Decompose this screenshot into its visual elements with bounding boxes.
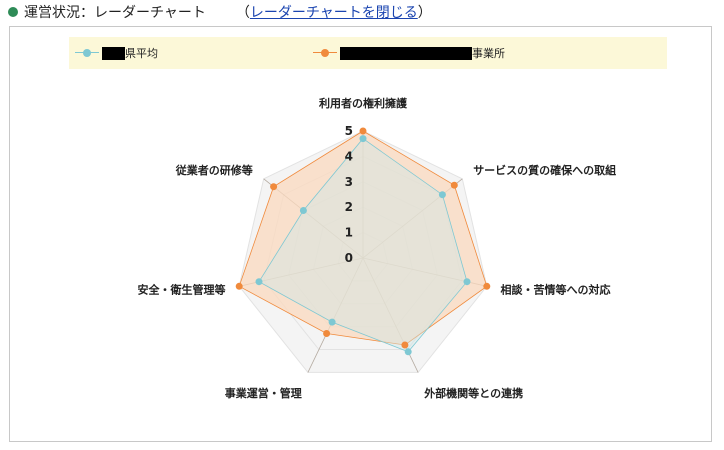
legend-label-pref: 県平均 — [125, 47, 158, 60]
series-area-office — [238, 130, 488, 346]
close-paren-close: ） — [417, 5, 432, 21]
point-office-1 — [450, 181, 458, 189]
point-pref-average-6 — [299, 207, 307, 214]
axis-label-4: 事業運営・管理 — [225, 386, 302, 400]
bullet-icon — [8, 7, 18, 17]
point-office-0 — [359, 127, 367, 135]
point-pref-average-2 — [463, 278, 471, 286]
close-paren-open: （ — [235, 5, 250, 21]
point-office-2 — [483, 282, 491, 290]
axis-label-5: 安全・衛生管理等 — [138, 282, 226, 296]
point-office-6 — [270, 183, 278, 191]
axis-label-3: 外部機関等との連携 — [423, 386, 523, 400]
series-area-pref-average — [258, 138, 468, 353]
tick-label-2: 2 — [345, 200, 353, 214]
legend-marker-office — [313, 48, 337, 58]
tick-label-1: 1 — [345, 226, 353, 240]
legend-marker-pref — [75, 48, 99, 58]
radar-chart-panel: 0 1 2 3 4 5 利用者の権利擁護サービスの質の確保への取組相談・苦情等への対応外部機… — [9, 26, 712, 442]
section-title: 運営状況：レーダーチャート — [24, 5, 206, 21]
point-office-3 — [401, 341, 409, 349]
point-pref-average-1 — [438, 191, 446, 199]
legend-item-pref-average[interactable]: 県平均 — [75, 37, 158, 69]
point-pref-average-4 — [328, 318, 336, 326]
legend-label-office: 事業所 — [472, 47, 505, 60]
axis-label-1: サービスの質の確保への取組 — [473, 163, 616, 177]
legend-item-office[interactable]: 事業所 — [313, 37, 505, 69]
point-pref-average-3 — [404, 348, 412, 356]
point-pref-average-0 — [359, 135, 367, 143]
chart-legend: 県平均 事業所 — [69, 37, 667, 69]
point-office-5 — [235, 282, 243, 290]
point-pref-average-5 — [255, 278, 263, 286]
point-office-4 — [323, 330, 331, 337]
tick-label-3: 3 — [345, 175, 353, 189]
section-header: 運営状況：レーダーチャート （レーダーチャートを閉じる） — [8, 2, 432, 22]
radar-chart: 0 1 2 3 4 5 利用者の権利擁護サービスの質の確保への取組相談・苦情等への対応外部機… — [138, 96, 617, 400]
axis-label-2: 相談・苦情等への対応 — [501, 282, 611, 296]
tick-label-4: 4 — [345, 149, 353, 163]
redacted-office-name — [340, 46, 472, 60]
axis-label-0: 利用者の権利擁護 — [319, 96, 408, 110]
close-radar-chart-link[interactable]: レーダーチャートを閉じる — [249, 5, 418, 21]
tick-label-0: 0 — [345, 251, 353, 265]
axis-label-6: 従業者の研修等 — [175, 163, 253, 177]
tick-label-5: 5 — [345, 124, 353, 138]
redacted-prefecture-name — [102, 46, 125, 60]
